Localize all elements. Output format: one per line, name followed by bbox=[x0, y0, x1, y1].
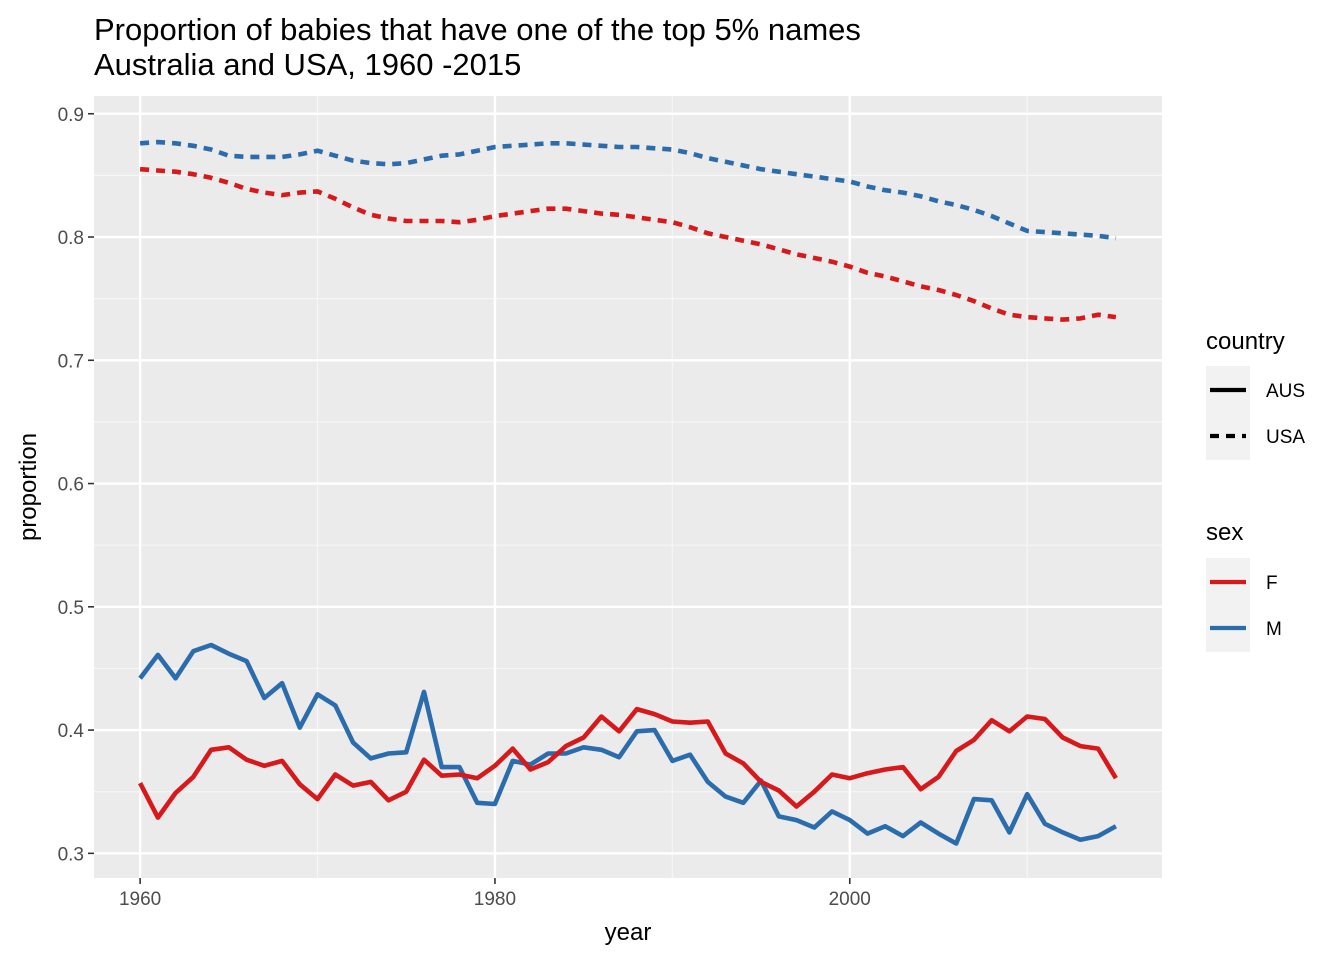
legend-sex: sex F M bbox=[1206, 519, 1282, 652]
x-tick-label: 2000 bbox=[829, 889, 871, 910]
y-tick-label: 0.4 bbox=[58, 721, 85, 742]
legend-country-keys-bg bbox=[1206, 366, 1250, 460]
y-tick-label: 0.5 bbox=[58, 598, 84, 619]
chart-title: Proportion of babies that have one of th… bbox=[94, 12, 861, 82]
y-tick-label: 0.7 bbox=[58, 351, 84, 372]
legend-country-title: country bbox=[1206, 328, 1285, 355]
legend-label-f: F bbox=[1266, 573, 1278, 594]
minor-gridlines bbox=[94, 96, 1162, 878]
series-line-aus-f bbox=[138, 706, 1118, 820]
legend-label-usa: USA bbox=[1266, 427, 1305, 448]
legend-country: country AUS USA bbox=[1206, 328, 1305, 460]
series-line-aus-m bbox=[138, 642, 1118, 846]
chart-subtitle: Australia and USA, 1960 -2015 bbox=[94, 47, 522, 82]
y-tick-label: 0.8 bbox=[58, 228, 84, 249]
x-tick-label: 1960 bbox=[119, 889, 161, 910]
legend-label-m: M bbox=[1266, 619, 1282, 640]
legend-sex-keys-bg bbox=[1206, 558, 1250, 652]
y-axis-title: proportion bbox=[15, 433, 42, 541]
y-tick-label: 0.3 bbox=[58, 844, 84, 865]
series-lines bbox=[138, 139, 1118, 846]
legend-label-aus: AUS bbox=[1266, 381, 1305, 402]
x-tick-label: 1980 bbox=[474, 889, 516, 910]
x-axis-title: year bbox=[605, 919, 652, 946]
series-line-usa-f bbox=[139, 166, 1117, 322]
y-tick-label: 0.6 bbox=[58, 475, 84, 496]
y-axis: 0.3 0.4 0.5 0.6 0.7 0.8 0.9 bbox=[58, 105, 94, 865]
legend-sex-title: sex bbox=[1206, 519, 1243, 546]
y-tick-label: 0.9 bbox=[58, 105, 84, 126]
series-line-usa-m bbox=[139, 139, 1117, 241]
chart-title-line: Proportion of babies that have one of th… bbox=[94, 12, 861, 47]
x-axis: 1960 1980 2000 bbox=[119, 878, 871, 910]
major-gridlines bbox=[94, 96, 1162, 878]
